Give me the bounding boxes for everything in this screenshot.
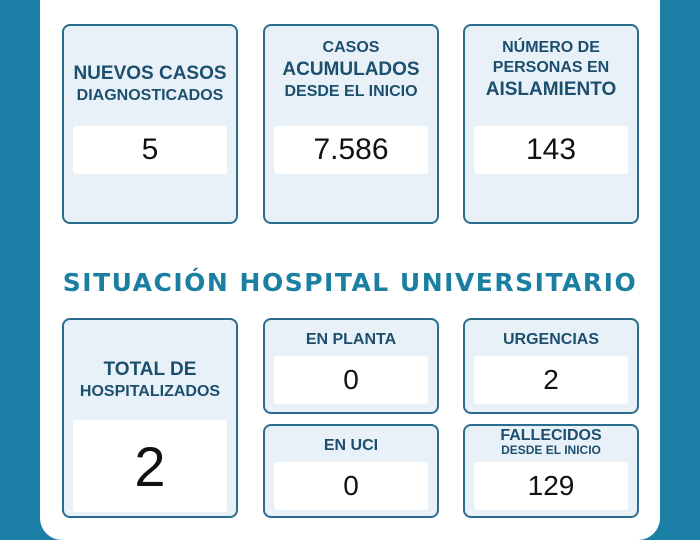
urgencias-value-box: 2	[474, 356, 628, 404]
new-cases-label-line2: DIAGNOSTICADOS	[76, 86, 224, 104]
isolation-card: NÚMERO DE PERSONAS EN AISLAMIENTO 143	[463, 24, 639, 224]
en-uci-card: EN UCI 0	[263, 424, 439, 518]
new-cases-label-line1: NUEVOS CASOS	[73, 63, 227, 84]
total-hospitalized-card: TOTAL DE HOSPITALIZADOS 2	[62, 318, 238, 518]
total-value-box: 2	[73, 420, 227, 512]
fallecidos-card: FALLECIDOS DESDE EL INICIO 129	[463, 424, 639, 518]
en-uci-value-box: 0	[274, 462, 428, 510]
urgencias-card: URGENCIAS 2	[463, 318, 639, 414]
en-planta-card: EN PLANTA 0	[263, 318, 439, 414]
accumulated-value: 7.586	[313, 133, 389, 166]
total-label-line1: TOTAL DE	[103, 359, 197, 380]
accumulated-label-line2: ACUMULADOS	[282, 59, 420, 80]
urgencias-label: URGENCIAS	[502, 331, 599, 348]
fallecidos-label-line1: FALLECIDOS	[500, 427, 602, 444]
en-planta-value-box: 0	[274, 356, 428, 404]
isolation-label-line3: AISLAMIENTO	[485, 79, 617, 100]
accumulated-value-box: 7.586	[274, 126, 428, 174]
total-label-line2: HOSPITALIZADOS	[79, 382, 221, 400]
isolation-value: 143	[525, 133, 577, 166]
accumulated-label-line1: CASOS	[322, 39, 380, 56]
urgencias-value: 2	[543, 364, 559, 395]
en-uci-value: 0	[343, 470, 359, 501]
isolation-label-line1: NÚMERO DE	[502, 39, 600, 56]
en-uci-label: EN UCI	[323, 437, 379, 454]
fallecidos-value: 129	[527, 470, 575, 501]
new-cases-value: 5	[141, 133, 159, 166]
accumulated-cases-card: CASOS ACUMULADOS DESDE EL INICIO 7.586	[263, 24, 439, 224]
new-cases-value-box: 5	[73, 126, 227, 174]
isolation-label-line2: PERSONAS EN	[492, 59, 610, 76]
fallecidos-label-line2: DESDE EL INICIO	[501, 443, 601, 457]
isolation-value-box: 143	[474, 126, 628, 174]
hospital-section-title: SITUACIÓN HOSPITAL UNIVERSITARIO	[62, 268, 638, 297]
total-value: 2	[134, 434, 166, 498]
accumulated-label-line3: DESDE EL INICIO	[284, 82, 418, 100]
fallecidos-value-box: 129	[474, 462, 628, 510]
en-planta-value: 0	[343, 364, 359, 395]
en-planta-label: EN PLANTA	[305, 331, 397, 348]
new-cases-card: NUEVOS CASOS DIAGNOSTICADOS 5	[62, 24, 238, 224]
